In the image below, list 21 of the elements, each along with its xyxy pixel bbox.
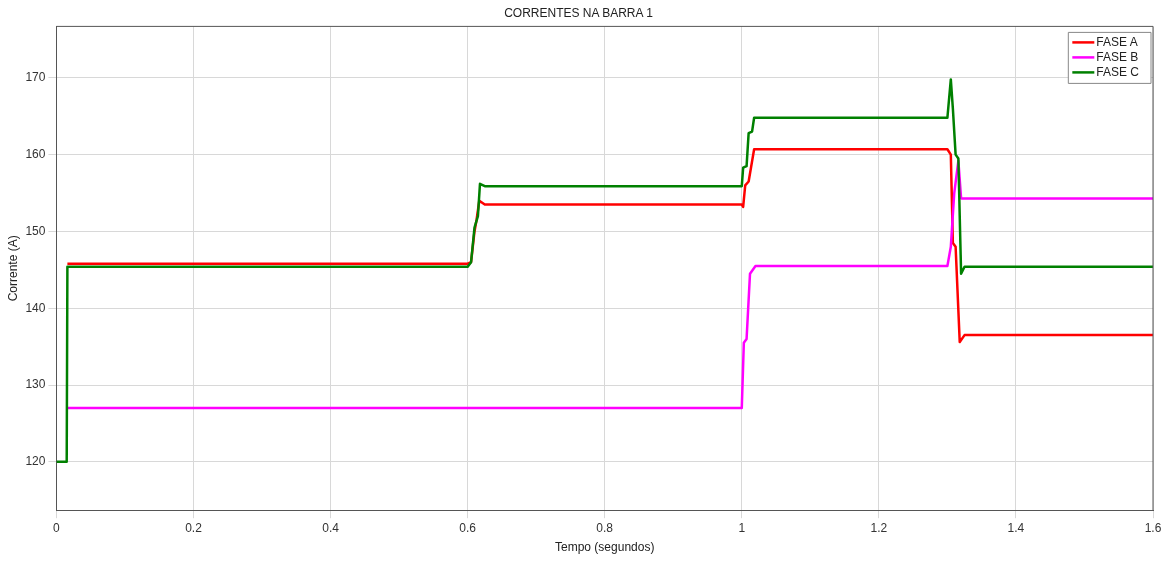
y-tick-label: 120 <box>25 454 46 469</box>
x-tick-label: 0.6 <box>459 520 477 535</box>
y-tick-label: 160 <box>25 146 46 161</box>
x-tick-label: 0.4 <box>322 520 340 535</box>
x-tick-label: 1.4 <box>1007 520 1025 535</box>
y-axis-title: Corrente (A) <box>5 235 20 302</box>
legend-label: FASE C <box>1096 64 1140 79</box>
x-tick-label: 1 <box>738 520 746 535</box>
x-axis-title: Tempo (segundos) <box>555 540 655 555</box>
x-tick-label: 1.2 <box>870 520 888 535</box>
x-tick-label: 1.6 <box>1144 520 1162 535</box>
y-tick-label: 170 <box>25 70 46 85</box>
y-tick-label: 130 <box>25 377 46 392</box>
y-tick-label: 140 <box>25 300 46 315</box>
x-tick-label: 0.8 <box>596 520 614 535</box>
x-tick-label: 0 <box>53 520 61 535</box>
legend-label: FASE B <box>1096 49 1139 64</box>
y-tick-label: 150 <box>25 223 46 238</box>
chart-title: CORRENTES NA BARRA 1 <box>504 5 654 20</box>
x-tick-label: 0.2 <box>185 520 203 535</box>
legend-label: FASE A <box>1096 34 1138 49</box>
